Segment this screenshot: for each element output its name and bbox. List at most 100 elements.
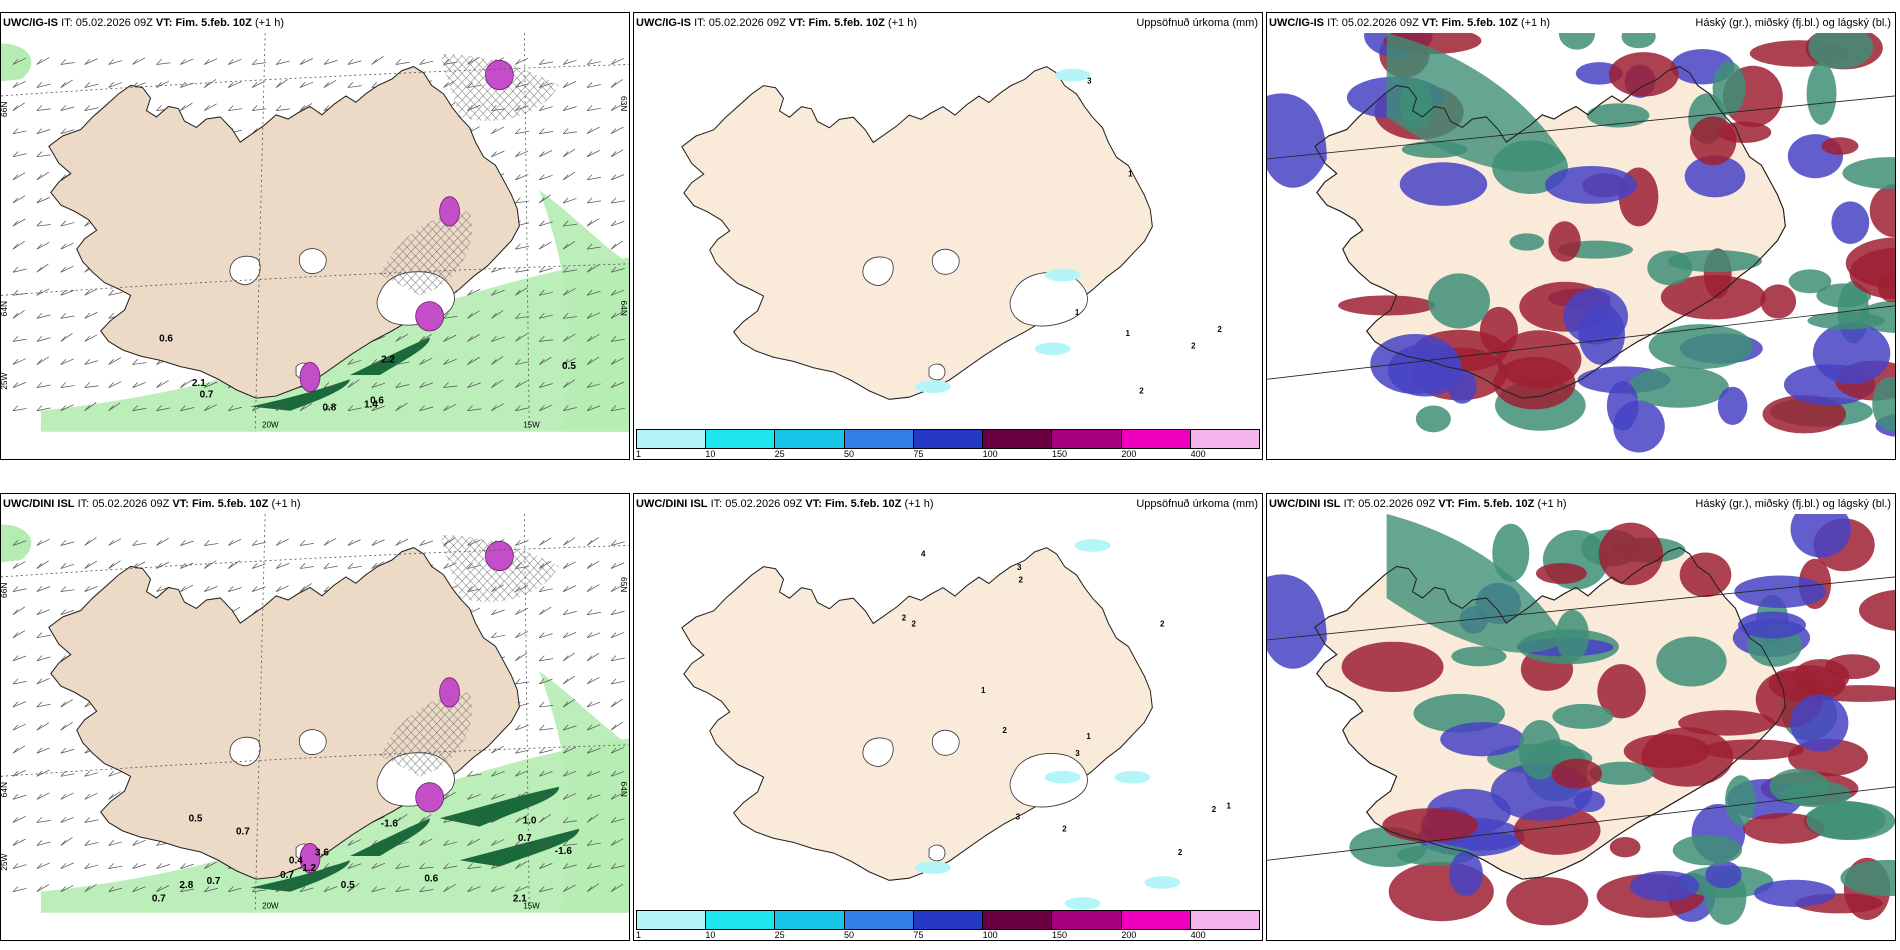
wind-barb-feather	[610, 886, 617, 892]
wind-barb-feather	[443, 816, 449, 823]
wind-barb-feather	[12, 405, 19, 411]
wind-barb	[299, 566, 314, 569]
glacier-outline	[298, 248, 327, 274]
wind-barb	[60, 385, 75, 389]
latitude-line	[1, 263, 629, 296]
wind-barb	[515, 407, 530, 412]
colorbar-cell	[983, 430, 1053, 448]
wind-barb	[539, 658, 554, 662]
wind-barb	[84, 311, 98, 319]
init-time-label: IT:	[710, 498, 723, 510]
colorbar-tick-label: 50	[844, 930, 855, 940]
wind-barb	[108, 82, 122, 88]
wind-barb-feather	[539, 632, 545, 639]
wind-barb	[491, 336, 505, 342]
wind-barb-feather	[36, 770, 43, 777]
wind-barb	[563, 843, 578, 846]
wind-barb	[610, 792, 624, 800]
panel-symbols-dini: UWC/DINI ISL IT: 05.02.2026 09Z VT: Fim.…	[0, 493, 630, 941]
wind-barb	[419, 357, 433, 365]
wind-barb-feather	[36, 174, 43, 181]
wind-barb	[60, 358, 74, 365]
wind-barb	[36, 703, 51, 708]
wind-barb	[12, 240, 25, 250]
wind-barb	[12, 540, 27, 546]
wind-barb-feather	[299, 586, 306, 592]
wind-barb	[610, 58, 624, 65]
wind-barb-feather	[467, 863, 473, 869]
wind-barb	[347, 359, 362, 365]
wind-barb	[563, 725, 577, 731]
wind-barb	[491, 310, 504, 319]
wind-barb	[252, 404, 266, 412]
wind-barb-feather	[12, 359, 19, 365]
colorbar-cell	[775, 911, 845, 929]
wind-barb	[563, 561, 576, 569]
wind-barb	[323, 538, 337, 546]
wind-barb	[299, 543, 314, 546]
wind-barb-feather	[586, 563, 593, 569]
wind-barb	[36, 263, 49, 273]
cloud-area	[1760, 284, 1797, 319]
precip-value-label: 0.6	[159, 333, 173, 344]
wind-barb-feather	[515, 793, 521, 800]
wind-barb	[371, 862, 385, 869]
wind-barb	[156, 863, 170, 870]
wind-barb	[84, 83, 99, 88]
wind-barb	[395, 402, 408, 412]
precip-amount-label: 1	[1126, 329, 1131, 338]
valid-time-value: Fim. 5.feb. 10Z	[175, 17, 252, 29]
wind-barb-feather	[156, 563, 162, 569]
wind-barb-feather	[491, 863, 497, 869]
cloud-area	[1518, 719, 1562, 780]
wind-barb-feather	[491, 312, 497, 319]
wind-barb-feather	[108, 886, 114, 892]
cloud-area	[1608, 52, 1679, 97]
wind-barb-feather	[84, 289, 90, 296]
wind-barb-feather	[108, 359, 114, 365]
wind-barb	[299, 103, 313, 111]
wind-barb-feather	[419, 335, 425, 342]
wind-barb	[299, 403, 313, 412]
wind-barb	[563, 884, 576, 893]
wind-barb	[204, 103, 217, 111]
wind-barb-feather	[60, 539, 67, 546]
wind-barb-feather	[132, 863, 138, 869]
cloud-area	[1586, 103, 1650, 128]
wind-barb-feather	[443, 886, 449, 892]
wind-barb-feather	[60, 655, 67, 662]
wind-barb	[108, 381, 122, 388]
wind-barb-feather	[12, 539, 19, 546]
wind-barb	[12, 723, 26, 731]
iceland-land	[681, 66, 1153, 400]
wind-barb-feather	[251, 563, 258, 569]
wind-barb	[275, 585, 289, 592]
wind-barb-feather	[610, 863, 617, 869]
wind-barb-feather	[60, 82, 67, 88]
wind-barb-feather	[562, 82, 569, 88]
wind-barb	[610, 381, 625, 388]
wind-barb	[299, 81, 314, 88]
wind-barb-feather	[371, 563, 378, 569]
wind-barb	[60, 699, 73, 708]
precip-value-label: 2.8	[179, 880, 193, 891]
wind-barb	[108, 887, 123, 893]
wind-barb	[515, 57, 529, 65]
precip-area	[915, 861, 951, 874]
wind-barb	[563, 357, 576, 365]
wind-barb-feather	[228, 105, 234, 111]
wind-barb	[60, 837, 73, 846]
wind-barb	[156, 380, 169, 388]
wind-barb-feather	[275, 105, 282, 111]
wind-barb-feather	[515, 678, 521, 685]
wind-barb-feather	[371, 886, 378, 892]
wind-barb	[539, 793, 553, 800]
wind-barb-feather	[84, 770, 90, 777]
coordinate-label: 20W	[262, 420, 279, 429]
wind-barb-feather	[515, 128, 521, 134]
wind-barb-feather	[60, 289, 67, 296]
precip-value-label: 0.5	[562, 361, 576, 372]
wind-barb-feather	[180, 105, 186, 111]
wind-barb-feather	[36, 609, 43, 615]
convective-cell	[299, 362, 321, 393]
